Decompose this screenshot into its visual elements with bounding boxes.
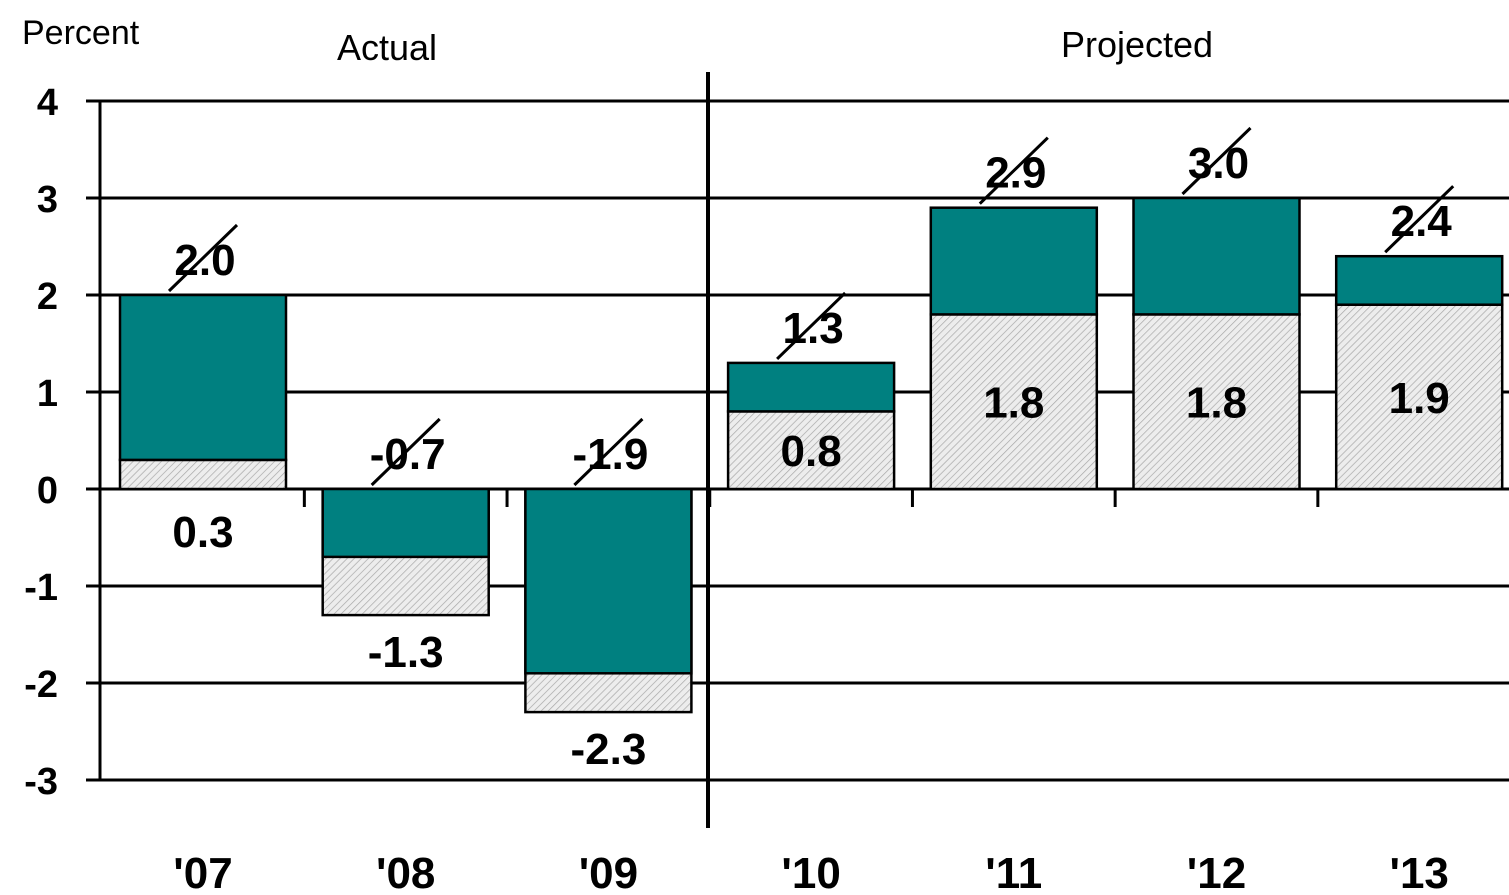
y-tick-label: 2 [37,276,58,318]
strike-mark [370,417,441,487]
bar-base-5 [1132,313,1301,491]
data-label-base: 1.8 [983,379,1044,428]
y-tick-label: 1 [37,373,58,415]
bar-top-0 [118,293,288,462]
data-label-base: 1.8 [1186,379,1247,428]
y-tick-label: -1 [24,567,58,609]
bar-top-2 [524,487,693,675]
data-label-base: -1.3 [368,628,444,677]
axes: 4 3 2 1 0 -1 -2 -3 '07 '08 '09 '10 '11 '12 '13 [24,72,1449,895]
bar-top-5 [1132,196,1301,316]
y-tick-label: 4 [37,82,58,124]
x-tick-label: '11 [985,849,1042,895]
y-tick-label: 0 [37,470,58,512]
bar-top-4 [929,206,1099,316]
strike-mark [573,417,644,487]
strike-mark [1181,126,1252,196]
data-label-base: 1.9 [1389,374,1450,423]
data-label-base: 0.3 [172,508,233,557]
bar-top-6 [1334,254,1504,306]
bar-top-1 [321,487,490,559]
x-tick-label: '09 [579,849,638,895]
bar-base-0 [118,458,288,491]
x-tick-label: '10 [781,849,840,895]
section-label-actual: Actual [337,27,437,68]
y-tick-label: -2 [24,664,58,706]
bars [118,196,1504,714]
y-tick-label: 3 [37,179,58,221]
x-tick-label: '12 [1187,849,1246,895]
x-tick-label: '08 [376,849,435,895]
data-label-base: 0.8 [781,427,842,476]
x-tick-label: '07 [173,849,232,895]
section-label-projected: Projected [1061,24,1213,65]
strike-mark [978,136,1049,205]
strike-mark [1384,185,1455,254]
data-label-base: -2.3 [570,725,646,774]
bar-base-6 [1334,303,1504,491]
y-axis-label: Percent [22,14,140,52]
data-label-total: -0.7 [370,430,446,479]
bar-base-4 [929,313,1099,491]
x-tick-label: '13 [1389,849,1448,895]
data-label-total: -1.9 [572,430,648,479]
bar-top-3 [726,361,896,413]
strike-mark [776,291,847,360]
y-tick-label: -3 [24,761,58,803]
strike-mark [167,223,239,293]
data-labels: 0.32.0-1.3-0.7-2.3-1.9 0.81.31.82.91.83.0… [167,126,1455,774]
